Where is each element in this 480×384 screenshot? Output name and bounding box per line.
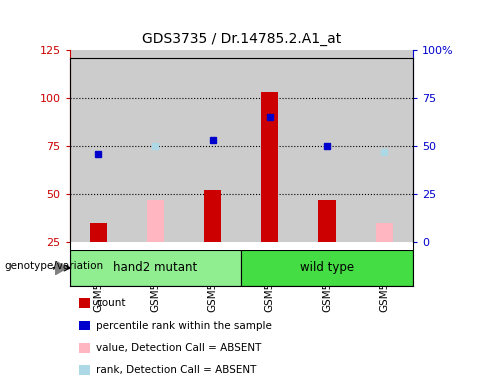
Text: count: count: [96, 298, 125, 308]
Bar: [376, 223, 393, 242]
Bar: [127, 50, 184, 242]
Bar: [147, 200, 164, 242]
Bar: [241, 250, 413, 286]
Bar: [299, 50, 356, 242]
Bar: [356, 50, 413, 242]
Polygon shape: [55, 261, 67, 275]
Text: hand2 mutant: hand2 mutant: [113, 262, 198, 274]
Bar: [261, 92, 278, 242]
Text: percentile rank within the sample: percentile rank within the sample: [96, 321, 272, 331]
Bar: [70, 50, 127, 242]
Bar: [90, 223, 107, 242]
Bar: [241, 50, 299, 242]
Bar: [184, 50, 241, 242]
Text: genotype/variation: genotype/variation: [5, 261, 104, 271]
Bar: [204, 190, 221, 242]
Text: wild type: wild type: [300, 262, 354, 274]
Text: rank, Detection Call = ABSENT: rank, Detection Call = ABSENT: [96, 365, 256, 375]
Text: value, Detection Call = ABSENT: value, Detection Call = ABSENT: [96, 343, 262, 353]
Bar: [318, 200, 336, 242]
Title: GDS3735 / Dr.14785.2.A1_at: GDS3735 / Dr.14785.2.A1_at: [142, 32, 341, 46]
Bar: [70, 250, 241, 286]
